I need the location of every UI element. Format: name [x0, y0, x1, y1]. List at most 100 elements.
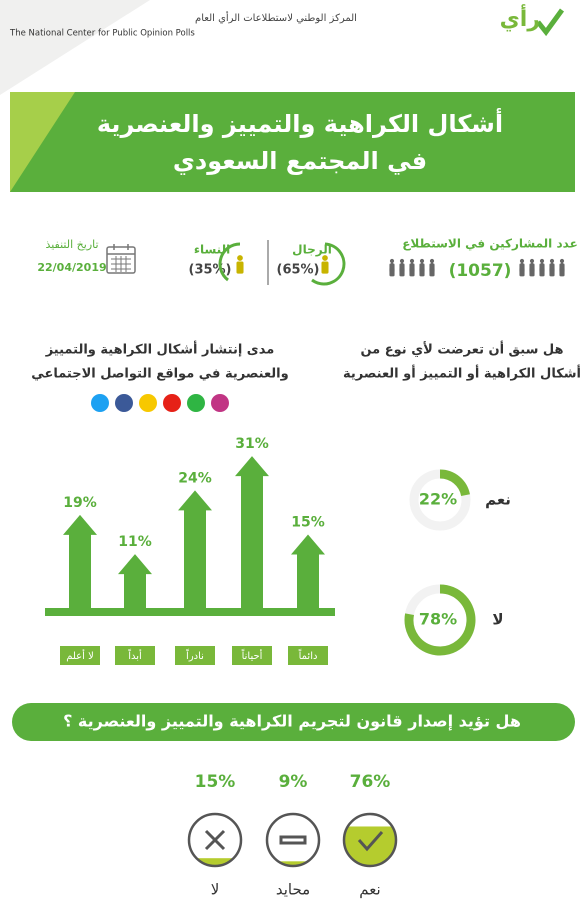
person-icon — [529, 267, 535, 277]
person-icon — [409, 262, 415, 268]
value-label: 19% — [63, 495, 97, 511]
person-icon — [519, 262, 525, 268]
logo: رأي — [500, 3, 540, 32]
women-ring — [218, 242, 241, 282]
chart-title: مدى إنتشار أشكال الكراهية والتمييز — [45, 341, 275, 358]
question-banner — [12, 703, 575, 741]
person-icon — [399, 262, 405, 268]
value-label: 15% — [291, 515, 325, 531]
title-line: أشكال الكراهية والتمييز والعنصرية — [97, 108, 503, 138]
person-icon — [389, 258, 395, 264]
arrow-bar — [178, 490, 212, 608]
circle-ring — [342, 812, 398, 868]
participants-label: عدد المشاركين في الاستطلاع — [402, 237, 578, 251]
person-icon — [539, 258, 545, 264]
arrow-bar — [118, 554, 152, 608]
person-icon — [519, 258, 525, 264]
category-box — [115, 646, 155, 665]
org-name-ar: المركز الوطني لاستطلاعات الرأي العام — [195, 11, 357, 24]
person-icon — [429, 258, 435, 264]
person-icon — [409, 267, 415, 277]
social-icon — [211, 394, 229, 412]
person-icon — [236, 261, 244, 274]
social-icon — [187, 394, 205, 412]
category-label: محايد — [276, 881, 310, 899]
social-icon — [115, 394, 133, 412]
men-ring — [311, 242, 346, 286]
chart-title: والعنصرية في مواقع التواصل الاجتماعي — [31, 367, 288, 382]
category-label: نادراً — [186, 648, 204, 662]
donut-arc — [439, 469, 470, 497]
category-box — [232, 646, 272, 665]
category-box — [60, 646, 100, 665]
circle-ring — [187, 812, 243, 868]
participants: (1057) — [449, 261, 512, 281]
category-box — [175, 646, 215, 665]
person-icon — [399, 258, 405, 264]
title-banner — [10, 92, 575, 192]
person-icon — [529, 258, 535, 264]
chart-title: أشكال الكراهية أو التمييز أو العنصرية — [343, 365, 581, 382]
donut-arc — [404, 584, 476, 656]
category-label: دائماً — [298, 648, 317, 662]
arrow-bar — [63, 514, 97, 608]
corner-decoration — [0, 0, 150, 95]
person-icon — [321, 261, 329, 274]
category-label: أبداً — [128, 648, 142, 662]
logo-check — [536, 8, 565, 37]
arrow-bar — [291, 534, 325, 608]
women-label: النساء — [194, 243, 230, 257]
person-icon — [419, 262, 425, 268]
person-icon — [549, 258, 555, 264]
person-icon — [419, 258, 425, 264]
person-icon — [559, 267, 565, 277]
person-icon — [409, 258, 415, 264]
date-label: تاريخ التنفيذ — [45, 238, 98, 251]
calendar-icon — [106, 244, 136, 274]
fill-level — [189, 858, 241, 866]
banner-corner — [10, 92, 75, 192]
value-label: 15% — [195, 772, 236, 792]
circle-ring — [265, 812, 321, 868]
person-icon — [389, 267, 395, 277]
person-icon — [539, 267, 545, 277]
person-icon — [539, 262, 545, 268]
value-label: 24% — [178, 470, 212, 486]
person-icon — [519, 267, 525, 277]
person-icon — [559, 262, 565, 268]
person-icon — [389, 262, 395, 268]
chart-title: هل سبق أن تعرضت لأي نوع من — [360, 341, 563, 358]
category-label: نعم — [485, 491, 511, 509]
person-icon — [549, 267, 555, 277]
question: هل تؤيد إصدار قانون لتجريم الكراهية والت… — [63, 712, 521, 731]
answer-icon — [204, 829, 226, 851]
men-label: الرجال — [292, 243, 332, 257]
value-label: 76% — [350, 772, 391, 792]
category-box — [288, 646, 328, 665]
arrow-bar — [235, 456, 269, 608]
title-line: في المجتمع السعودي — [173, 147, 427, 175]
org-name-en: The National Center for Public Opinion P… — [9, 29, 195, 39]
category-label: لا — [211, 881, 220, 899]
category-label: لا أعلم — [66, 649, 94, 662]
person-icon — [559, 258, 565, 264]
answer-icon — [357, 831, 384, 852]
value-label: 31% — [235, 436, 269, 452]
value-label: 78% — [419, 610, 457, 629]
fill-level — [267, 861, 319, 866]
value-label: 9% — [279, 772, 308, 792]
person-icon — [419, 267, 425, 277]
answer-icon — [279, 835, 307, 845]
category-label: أحياناً — [241, 648, 262, 662]
person-icon — [399, 267, 405, 277]
social-icon — [163, 394, 181, 412]
value-label: 11% — [118, 534, 152, 550]
category-label: نعم — [359, 881, 380, 899]
category-label: لا — [492, 611, 503, 629]
person-icon — [529, 262, 535, 268]
person-icon — [429, 267, 435, 277]
person-icon — [322, 255, 328, 261]
person-icon — [549, 262, 555, 268]
